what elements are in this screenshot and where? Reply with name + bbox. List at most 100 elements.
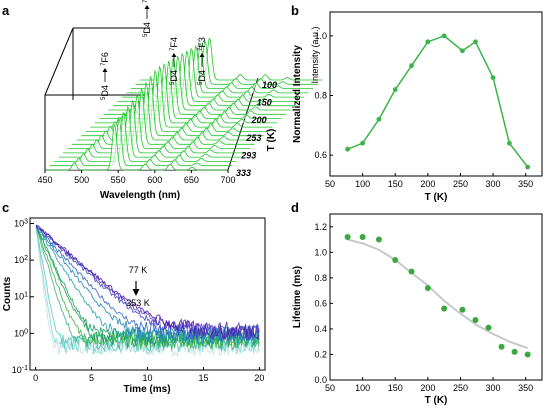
y-tick-label: 1.2 bbox=[314, 222, 327, 232]
decay-curve bbox=[35, 225, 260, 342]
intensity-point bbox=[506, 140, 512, 146]
transition-lower-state: 7F4 bbox=[169, 37, 179, 51]
x-tick-label: 450 bbox=[37, 175, 52, 185]
panel-label-b: b bbox=[291, 3, 299, 18]
lifetime-point bbox=[375, 236, 382, 243]
transition-annotation: 5D4 7F4 bbox=[169, 37, 179, 85]
x-tick-label: 600 bbox=[147, 175, 162, 185]
spectrum-trace bbox=[90, 65, 273, 128]
transition-upper-state: 5D4 bbox=[100, 85, 110, 100]
depth-tick-label: 333 bbox=[236, 168, 251, 178]
intensity-point bbox=[392, 87, 398, 92]
panel-c-decay-chart: 0 5 10 15 20 10-1 100 101 102 103 77 K 353 K Time (m… bbox=[2, 217, 266, 395]
panel-d-lifetime-chart: 50 100 150 200 250 300 350 0.0 0.2 0.4 0.6 0.8 1.0 1.… bbox=[292, 213, 543, 406]
intensity-line bbox=[347, 35, 529, 168]
spectrum-trace bbox=[45, 123, 228, 171]
lifetime-point bbox=[485, 324, 492, 331]
transition-lower-state: 7F6 bbox=[100, 52, 110, 66]
x-tick-label: 100 bbox=[355, 179, 370, 189]
transition-arrowhead bbox=[171, 53, 177, 57]
y-tick-label: 0.6 bbox=[314, 298, 327, 308]
lifetime-point bbox=[459, 306, 466, 313]
transition-upper-state: 5D4 bbox=[142, 22, 152, 37]
y-tick-label: 103 bbox=[14, 218, 28, 229]
spectrum-trace bbox=[81, 75, 264, 137]
x-tick-label: 100 bbox=[355, 383, 370, 393]
decay-curve bbox=[35, 224, 260, 341]
intensity-point bbox=[460, 48, 465, 54]
spectrum-trace bbox=[63, 99, 246, 154]
lifetime-point bbox=[441, 305, 448, 312]
y-tick-label: 0.8 bbox=[314, 273, 327, 283]
x-tick-label: 700 bbox=[220, 175, 235, 185]
x-tick-label: 350 bbox=[518, 179, 533, 189]
intensity-point bbox=[441, 33, 447, 39]
y-axis-label: Normalized Intensity bbox=[292, 45, 303, 143]
x-axis-label: T (K) bbox=[425, 192, 448, 203]
lifetime-point bbox=[424, 285, 431, 292]
y-tick-label: 101 bbox=[14, 291, 28, 302]
x-tick-label: 200 bbox=[420, 383, 435, 393]
lifetime-point bbox=[524, 351, 531, 358]
intensity-point bbox=[360, 140, 366, 146]
x-axis-label: T (K) bbox=[425, 395, 448, 406]
x-tick-label: 150 bbox=[388, 383, 403, 393]
x-tick-label: 50 bbox=[325, 179, 335, 189]
panel-a-waterfall: 450 500 550 600 650 700 Wavelength (nm) 100 150 2… bbox=[37, 0, 323, 201]
spectrum-trace bbox=[72, 87, 255, 145]
depth-axis-line bbox=[227, 77, 259, 171]
intensity-point bbox=[345, 146, 351, 152]
fit-curve bbox=[347, 238, 528, 350]
decay-curve bbox=[35, 224, 260, 340]
transition-arrowhead bbox=[199, 53, 205, 57]
y-axis-label: Counts bbox=[2, 276, 13, 311]
transition-annotation: 5D4 7F3 bbox=[197, 37, 207, 85]
annotation-bottom: 353 K bbox=[126, 298, 150, 308]
y-tick-label: 1.0 bbox=[314, 31, 327, 41]
x-tick-label: 300 bbox=[486, 383, 501, 393]
spectrum-trace bbox=[103, 57, 287, 115]
depth-tick-label: 150 bbox=[257, 98, 272, 108]
y-axis-label-secondary: Intensity (a.u.) bbox=[310, 26, 320, 83]
plot-frame bbox=[329, 213, 543, 381]
intensity-point bbox=[425, 39, 431, 45]
transition-annotation: 5D4 7F6 bbox=[100, 52, 110, 100]
decay-curve bbox=[35, 226, 260, 350]
x-tick-label: 550 bbox=[111, 175, 126, 185]
spectrum-trace bbox=[85, 69, 268, 132]
lifetime-point bbox=[359, 233, 366, 240]
depth-tick-label: 100 bbox=[262, 80, 277, 90]
y-tick-label: 0.2 bbox=[314, 349, 327, 359]
x-axis-label: Time (ms) bbox=[123, 384, 170, 395]
x-tick-label: 500 bbox=[74, 175, 89, 185]
x-axis-label: Wavelength (nm) bbox=[100, 190, 180, 201]
decay-curve bbox=[35, 228, 260, 353]
intensity-point bbox=[473, 39, 478, 45]
x-tick-label: 200 bbox=[420, 179, 435, 189]
plot-frame bbox=[329, 11, 543, 177]
y-tick-label: 100 bbox=[14, 328, 28, 339]
transition-upper-state: 5D4 bbox=[197, 70, 207, 85]
transition-lower-state: 7F3 bbox=[197, 37, 207, 51]
decay-curve bbox=[36, 225, 260, 343]
y-tick-label: 1.0 bbox=[314, 247, 327, 257]
decay-curve bbox=[35, 227, 260, 344]
spectrum-trace bbox=[58, 105, 241, 158]
x-tick-label: 150 bbox=[388, 179, 403, 189]
lifetime-point bbox=[344, 233, 351, 240]
lifetime-point bbox=[511, 348, 518, 355]
transition-upper-state: 5D4 bbox=[169, 70, 179, 85]
x-tick-label: 20 bbox=[254, 373, 264, 383]
transition-arrowhead bbox=[102, 68, 108, 72]
intensity-point bbox=[376, 116, 382, 122]
lifetime-point bbox=[408, 268, 415, 275]
annotation-top: 77 K bbox=[129, 265, 148, 275]
spectrum-trace bbox=[76, 81, 259, 141]
lifetime-point bbox=[392, 256, 399, 263]
y-tick-label: 10-1 bbox=[12, 365, 28, 376]
x-tick-label: 650 bbox=[184, 175, 199, 185]
panel-label-d: d bbox=[291, 200, 299, 215]
intensity-point bbox=[409, 63, 414, 69]
annotation-arrowhead bbox=[132, 289, 140, 296]
panel-label-c: c bbox=[2, 200, 9, 215]
